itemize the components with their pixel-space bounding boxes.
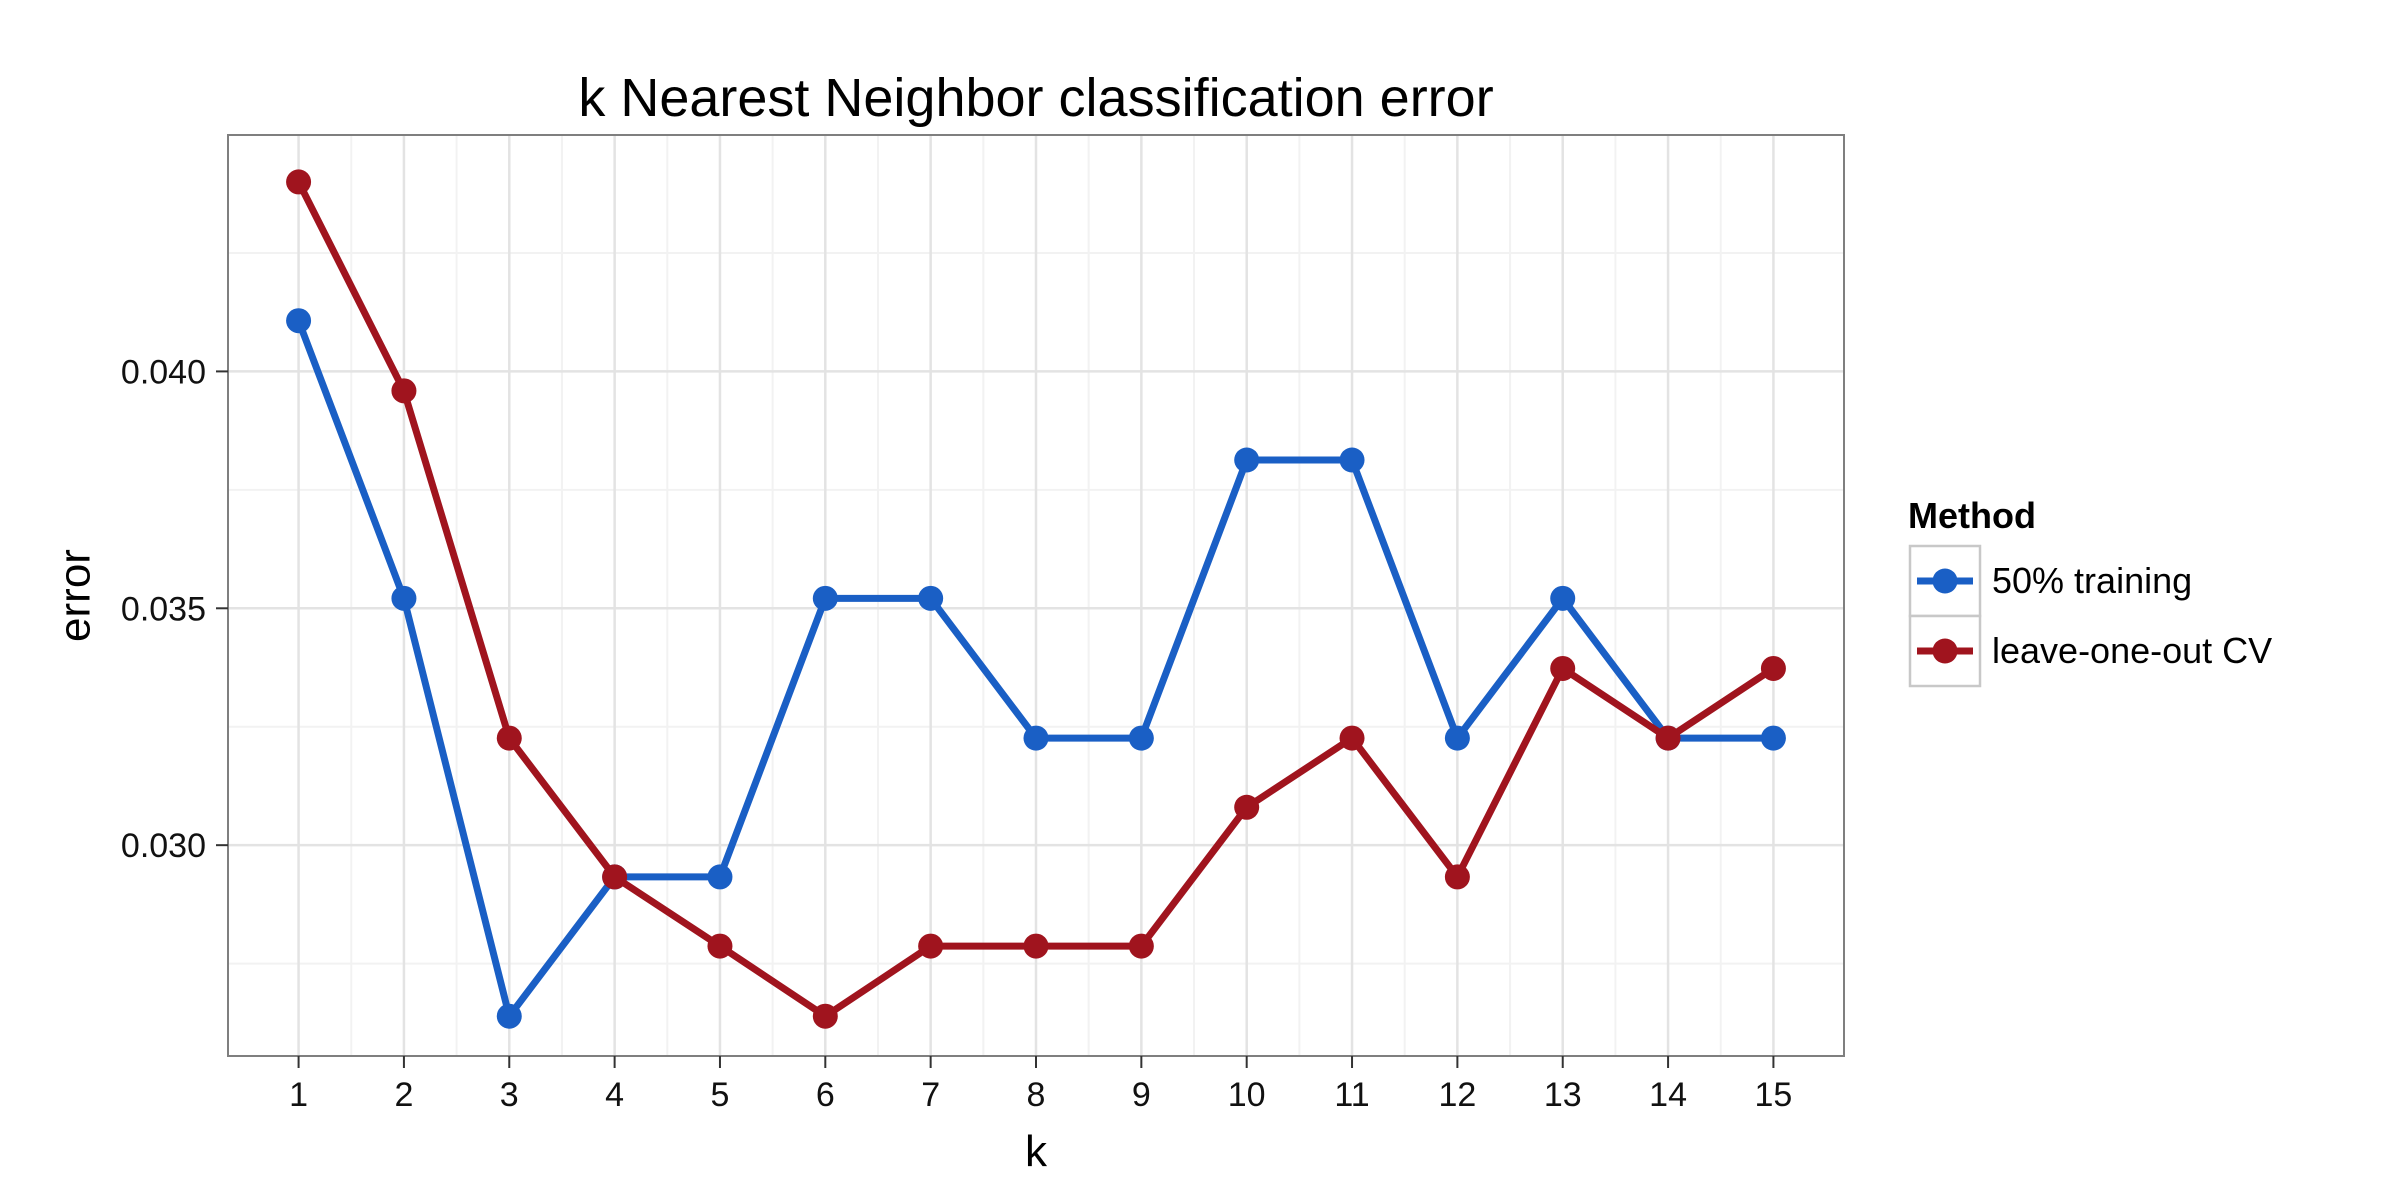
x-tick-label: 12 xyxy=(1438,1076,1476,1114)
data-point xyxy=(286,308,312,334)
data-point xyxy=(391,585,417,611)
x-axis-title: k xyxy=(1025,1127,1048,1176)
data-point xyxy=(707,864,733,890)
x-tick-label: 2 xyxy=(394,1076,413,1114)
y-axis-title: error xyxy=(51,549,100,642)
data-point xyxy=(1339,725,1365,751)
legend-item: leave-one-out CV xyxy=(1908,614,2272,688)
x-tick-label: 13 xyxy=(1544,1076,1582,1114)
data-point xyxy=(1234,794,1260,820)
y-tick-label: 0.040 xyxy=(121,353,206,391)
data-point xyxy=(496,1003,522,1029)
series-layer xyxy=(286,169,1786,1029)
data-point xyxy=(1023,725,1049,751)
x-tick-label: 10 xyxy=(1228,1076,1266,1114)
x-tick-label: 6 xyxy=(816,1076,835,1114)
data-point xyxy=(1550,585,1576,611)
x-axis: 1 2 3 4 5 6 7 8 9 10 11 12 13 14 15 xyxy=(289,1056,1792,1114)
grid-lines xyxy=(228,135,1844,1056)
data-point xyxy=(391,378,417,404)
data-point xyxy=(707,933,733,959)
x-tick-label: 5 xyxy=(711,1076,730,1114)
x-tick-label: 14 xyxy=(1649,1076,1687,1114)
y-axis: 0.030 0.035 0.040 xyxy=(121,353,228,865)
data-point xyxy=(1444,864,1470,890)
data-point xyxy=(1760,725,1786,751)
chart-title: k Nearest Neighbor classification error xyxy=(578,68,1493,128)
x-tick-label: 8 xyxy=(1027,1076,1046,1114)
series-2 xyxy=(286,169,1786,1029)
data-point xyxy=(1023,933,1049,959)
data-point xyxy=(1444,725,1470,751)
data-point xyxy=(1550,655,1576,681)
legend: Method 50% training leave-one-out CV xyxy=(1908,495,2272,688)
x-tick-label: 7 xyxy=(921,1076,940,1114)
data-point xyxy=(1339,447,1365,473)
legend-label: 50% training xyxy=(1992,560,2192,601)
data-point xyxy=(1760,655,1786,681)
x-tick-label: 1 xyxy=(289,1076,308,1114)
data-point xyxy=(602,864,628,890)
data-point xyxy=(812,585,838,611)
data-point xyxy=(918,933,944,959)
y-tick-label: 0.035 xyxy=(121,590,206,628)
x-tick-label: 15 xyxy=(1755,1076,1793,1114)
legend-label: leave-one-out CV xyxy=(1992,630,2272,671)
legend-swatch-point xyxy=(1932,638,1958,664)
data-point xyxy=(496,725,522,751)
data-point xyxy=(812,1003,838,1029)
data-point xyxy=(1128,933,1154,959)
data-point xyxy=(918,585,944,611)
x-tick-label: 9 xyxy=(1132,1076,1151,1114)
x-tick-label: 11 xyxy=(1334,1076,1369,1114)
legend-item: 50% training xyxy=(1908,544,2192,618)
x-tick-label: 4 xyxy=(605,1076,624,1114)
y-tick-label: 0.030 xyxy=(121,827,206,865)
data-point xyxy=(1655,725,1681,751)
legend-swatch-point xyxy=(1932,568,1958,594)
data-point xyxy=(1234,447,1260,473)
data-point xyxy=(1128,725,1154,751)
legend-title: Method xyxy=(1908,495,2036,536)
series-1 xyxy=(286,308,1786,1029)
x-tick-label: 3 xyxy=(500,1076,519,1114)
data-point xyxy=(286,169,312,195)
